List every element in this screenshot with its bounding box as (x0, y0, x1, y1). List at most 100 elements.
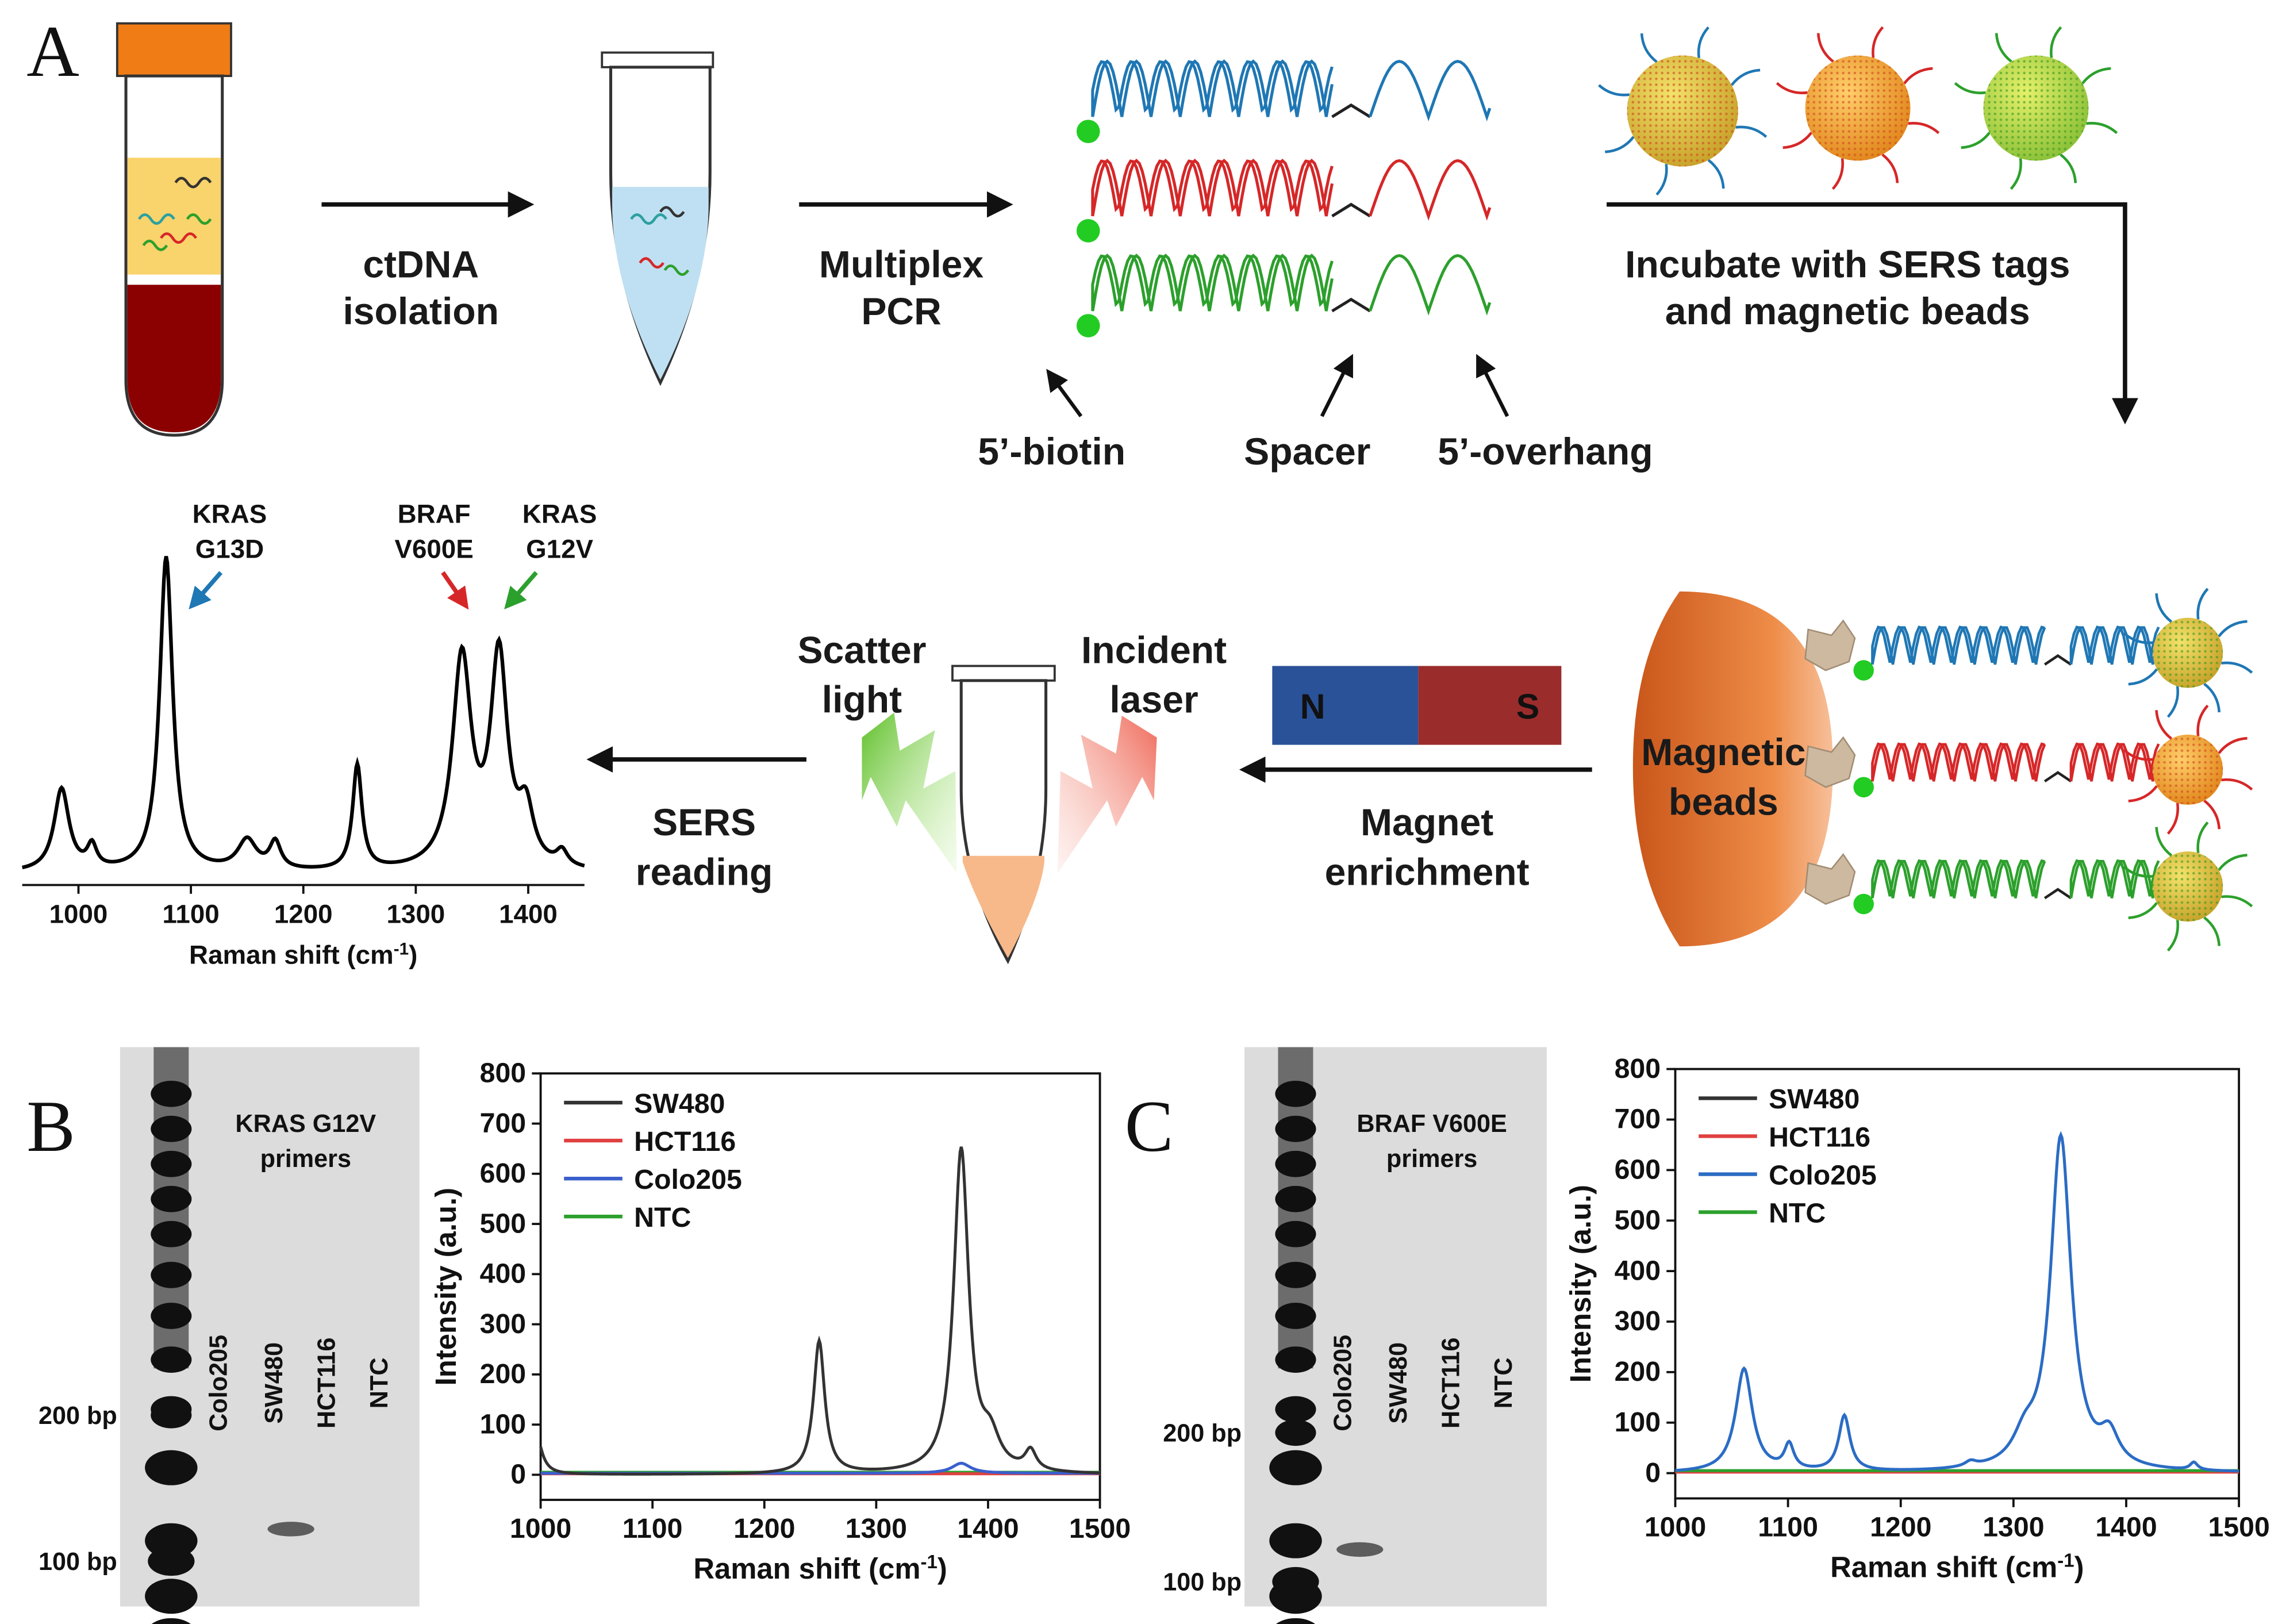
overhang (1369, 60, 1492, 122)
panel-label-b: B (26, 1086, 75, 1167)
y-axis-label: Intensity (a.u.) (1564, 1185, 1597, 1383)
sers-tag (2123, 821, 2253, 952)
y-tick-label: 600 (1615, 1154, 1661, 1185)
dna-fragments (138, 176, 212, 251)
y-axis-label: Intensity (a.u.) (429, 1188, 462, 1385)
amplicon-strand (1091, 254, 1334, 312)
y-tick-label: 100 (1615, 1407, 1661, 1438)
label-beads: beads (1669, 781, 1778, 823)
gel-c: 200 bp 100 bp BRAF V600E primers Colo205 SW48… (1163, 1047, 1547, 1624)
lane-label: HCT116 (313, 1338, 340, 1429)
sers-tag (1776, 26, 1940, 190)
label-biotin: 5’-biotin (978, 430, 1125, 473)
plot-frame (1674, 1068, 2241, 1500)
magnet-north (1272, 666, 1419, 745)
arrow-spacer (1320, 354, 1353, 417)
ladder-band (1269, 1523, 1322, 1558)
lane-label: SW480 (260, 1342, 288, 1424)
x-tick-label: 1200 (1870, 1512, 1931, 1543)
x-tick-label: 1000 (510, 1513, 571, 1544)
sample-band (267, 1522, 314, 1537)
magnet-south (1418, 666, 1562, 745)
streptavidin (1804, 853, 1856, 905)
ladder-band-100 (1272, 1567, 1319, 1596)
streptavidin (1804, 619, 1856, 671)
plot-frame (539, 1072, 1101, 1501)
overhang (1369, 159, 1492, 221)
peak-arrow (189, 571, 223, 610)
label-magnet: Magnet (1361, 801, 1493, 843)
eppendorf-tube (601, 51, 714, 386)
peak-label: V600E (394, 534, 473, 563)
x-tick-label: 1300 (1983, 1512, 2044, 1543)
tube-cap (116, 22, 232, 78)
amplicon-strand (1091, 59, 1334, 117)
y-tick-label: 300 (1615, 1306, 1661, 1337)
magnet-n-label: N (1300, 687, 1326, 726)
y-tick-label: 600 (480, 1158, 527, 1189)
lane-label: Colo205 (205, 1335, 232, 1431)
peak-label: G12V (526, 534, 593, 563)
lane-label: Colo205 (1330, 1335, 1357, 1431)
x-axis-label: Raman shift (cm-1) (693, 1551, 947, 1585)
legend-label: Colo205 (1769, 1160, 1877, 1191)
label-scatter: Scatter (797, 628, 926, 671)
label-magnetic: Magnetic (1641, 731, 1805, 773)
magnet-s-label: S (1516, 687, 1540, 726)
ladder-band-200 (1275, 1419, 1316, 1446)
label-overhang: 5’-overhang (1438, 430, 1653, 473)
y-tick-label: 800 (1615, 1053, 1661, 1084)
y-tick-label: 700 (480, 1108, 527, 1139)
blood-tube (116, 22, 232, 437)
biotin-dot (1076, 120, 1100, 143)
label-incubate-2: and magnetic beads (1665, 290, 2030, 332)
reading-tube (951, 665, 1056, 965)
ladder-band (1275, 1618, 1316, 1624)
label-ctdna: ctDNA (363, 243, 479, 286)
scatter-light-bolt (862, 712, 957, 874)
label-incident: Incident (1081, 628, 1227, 671)
ladder-label-200: 200 bp (1163, 1419, 1242, 1447)
x-axis-label: Raman shift (cm-1) (1830, 1549, 2084, 1584)
blood-layer (127, 285, 221, 432)
amplicon-strand (1091, 60, 1334, 117)
legend-label: Colo205 (634, 1164, 742, 1195)
label-multiplex: Multiplex (819, 243, 983, 286)
y-tick-label: 700 (1615, 1104, 1661, 1135)
spacer (1331, 297, 1371, 313)
label-isolation: isolation (343, 290, 499, 332)
eppendorf-liquid (612, 187, 709, 380)
legend-label: NTC (1769, 1197, 1826, 1228)
label-pcr: PCR (861, 290, 941, 332)
label-reading: reading (636, 851, 773, 893)
x-tick-label: 1500 (1069, 1513, 1131, 1544)
x-tick-label: 1400 (2095, 1512, 2157, 1543)
biotin-dot (1076, 219, 1100, 243)
gel-title: primers (1386, 1145, 1477, 1173)
ladder-label-100: 100 bp (1163, 1569, 1242, 1596)
gel-title: primers (260, 1145, 351, 1173)
peak-label: BRAF (398, 499, 471, 528)
x-tick-label: 1200 (274, 900, 333, 929)
peak-label: KRAS (522, 499, 597, 528)
magnet: N S (1272, 666, 1562, 745)
lane-label: SW480 (1385, 1342, 1412, 1424)
amplicon-strand (1091, 254, 1334, 312)
lane-label: NTC (1490, 1357, 1517, 1408)
legend-label: SW480 (634, 1088, 725, 1119)
amplicons (1076, 59, 1492, 337)
spectrum-chart-a: 1000 1100 1200 1300 1400 Raman shift (cm-1) KR… (22, 499, 597, 970)
streptavidin (1804, 736, 1856, 788)
y-tick-label: 500 (480, 1208, 527, 1239)
amplicon-strand (1091, 158, 1334, 217)
spacer (1331, 103, 1371, 118)
y-tick-label: 0 (1645, 1457, 1661, 1488)
y-tick-label: 200 (1615, 1356, 1661, 1387)
panel-label-a: A (26, 11, 79, 92)
series-sw480 (539, 1146, 1100, 1476)
gel-b: 200 bp 100 bp KRAS G12V primers Colo205 SW480… (39, 1047, 420, 1624)
y-tick-label: 100 (480, 1408, 527, 1439)
spacer (1331, 202, 1371, 218)
label-laser: laser (1109, 678, 1198, 721)
peak-arrow (441, 571, 469, 610)
